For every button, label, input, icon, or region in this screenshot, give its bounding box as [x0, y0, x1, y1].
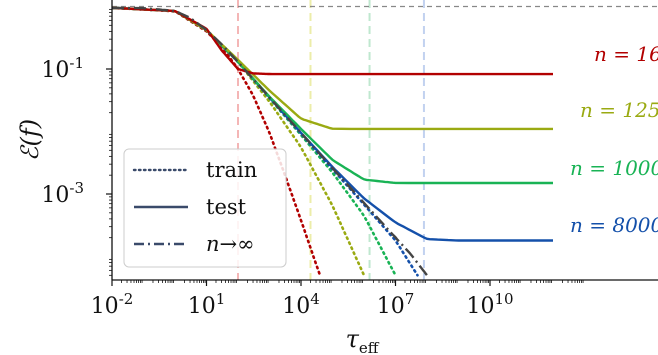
y-tick-label-0: 10-1 — [41, 54, 84, 83]
y-axis-title: ℰ(f) — [16, 119, 44, 161]
x-tick-label-2: 104 — [282, 290, 320, 319]
legend-label-solid: test — [206, 195, 247, 219]
curves-layer — [112, 6, 553, 277]
legend-label-dashdot: n→∞ — [206, 232, 255, 256]
legend-label-dotted: train — [206, 158, 257, 182]
y-tick-label-1: 10-3 — [41, 179, 84, 208]
x-tick-label-0: 10-2 — [91, 290, 134, 319]
x-axis-title: τeff — [346, 325, 380, 355]
axes: 10-2 101 104 107 1010 10-1 10-3 — [41, 0, 658, 319]
vertical-reference-lines — [237, 0, 425, 280]
legend: train test n→∞ — [123, 148, 287, 268]
x-tick-label-3: 107 — [377, 290, 415, 319]
legend-box — [123, 148, 287, 268]
test-curve-1 — [112, 6, 553, 76]
x-tick-label-1: 101 — [188, 290, 226, 319]
series-labels: n = 16 n = 125 n = 1000 n = 8000 — [570, 42, 658, 237]
series-label-3: n = 1000 — [570, 156, 658, 180]
series-label-2: n = 125 — [580, 98, 658, 122]
axis-titles: τeff ℰ(f) — [16, 119, 380, 355]
series-label-4: n = 8000 — [570, 213, 658, 237]
series-label-1: n = 16 — [594, 42, 658, 66]
x-tick-label-4: 1010 — [466, 290, 513, 319]
test-curve-2 — [112, 6, 553, 131]
